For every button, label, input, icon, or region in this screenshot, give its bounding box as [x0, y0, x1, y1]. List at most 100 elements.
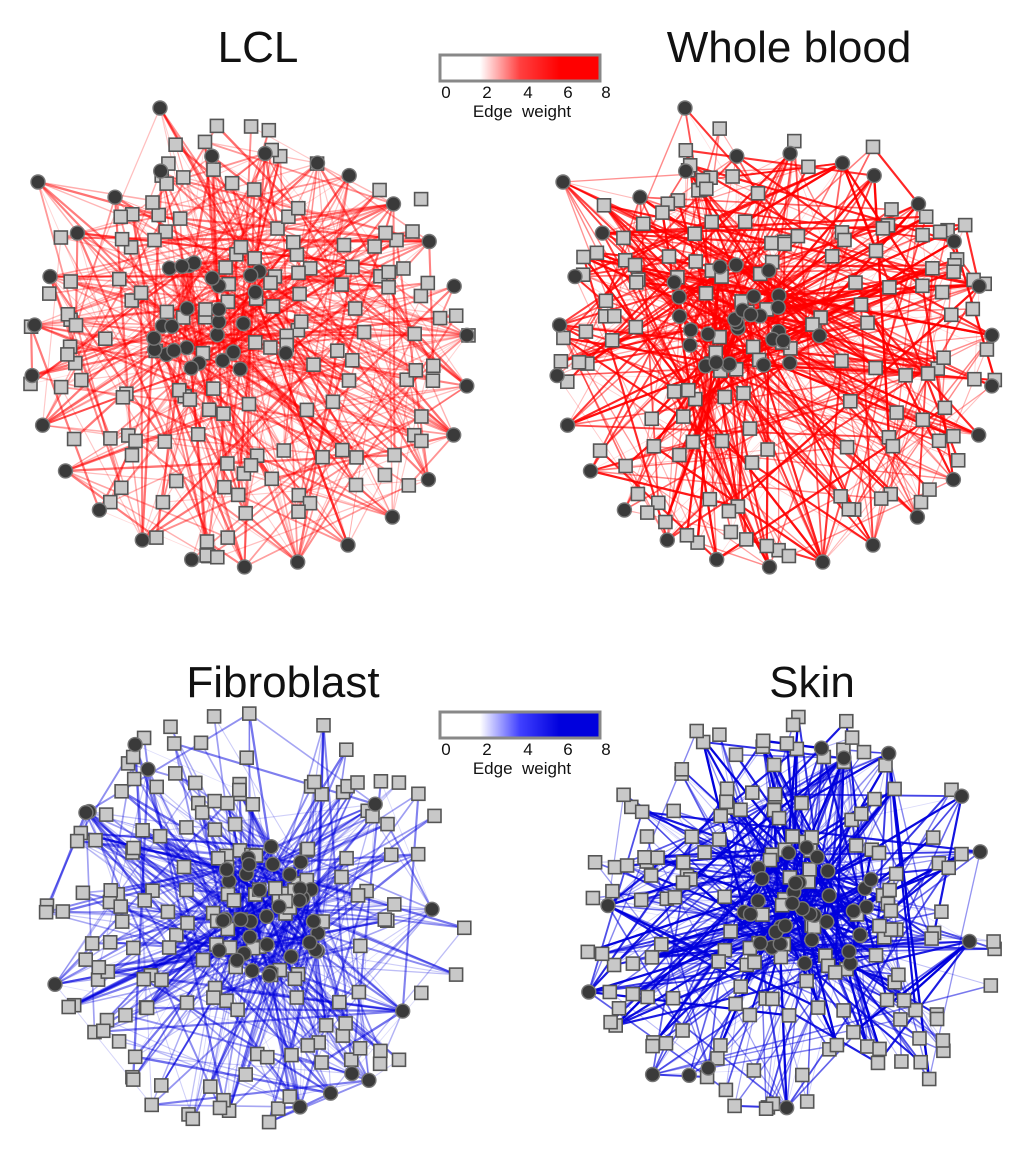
network-edge — [258, 271, 271, 348]
network-edge — [259, 815, 373, 891]
target-node — [616, 230, 631, 246]
target-node — [767, 786, 783, 802]
target-node — [790, 228, 806, 244]
network-edge — [753, 962, 806, 1071]
network-edge — [809, 873, 897, 915]
regulator-node — [865, 537, 881, 553]
network-edge — [228, 880, 457, 976]
target-node — [679, 527, 695, 543]
network-edge — [697, 541, 770, 568]
network-edge — [428, 241, 435, 366]
regulator-node — [582, 463, 599, 479]
regulator-node — [344, 1065, 360, 1082]
colorbar-blue-tick-6: 6 — [563, 740, 572, 759]
network-edge — [141, 480, 177, 541]
network-edge — [232, 352, 350, 382]
target-node — [243, 119, 259, 134]
network-edge — [859, 935, 868, 1047]
target-node — [627, 257, 643, 273]
network-edge — [594, 861, 777, 933]
target-node — [211, 850, 226, 866]
network-edge — [272, 823, 388, 865]
target-node — [719, 781, 735, 797]
target-node — [133, 285, 149, 301]
target-node — [744, 785, 760, 801]
regulator-node — [721, 356, 738, 372]
network-edge — [660, 944, 709, 1069]
network-edge — [793, 141, 824, 563]
regulator-node — [247, 284, 264, 300]
target-node — [88, 832, 103, 848]
target-node — [602, 984, 618, 1000]
network-edge — [250, 920, 400, 1061]
network-edge — [54, 809, 369, 986]
target-node — [619, 858, 635, 873]
target-node — [781, 1008, 797, 1023]
target-node — [315, 449, 330, 465]
regulator-node — [215, 912, 231, 929]
target-node — [448, 967, 464, 982]
target-node — [685, 434, 701, 450]
network-edge — [685, 170, 877, 369]
target-node — [865, 139, 881, 155]
target-node — [606, 957, 622, 973]
regulator-node — [179, 300, 195, 317]
regulator-node — [836, 750, 852, 766]
network-edge — [646, 860, 763, 880]
target-node — [738, 532, 754, 547]
target-node — [380, 816, 395, 832]
target-node — [628, 319, 644, 335]
target-node — [935, 1033, 951, 1048]
regulator-node — [804, 932, 820, 948]
target-node — [318, 1017, 334, 1033]
network-edge — [218, 244, 345, 287]
regulator-node — [677, 100, 693, 116]
target-node — [291, 265, 306, 281]
target-node — [220, 795, 235, 811]
regulator-node — [559, 417, 576, 433]
regulator-node — [777, 918, 793, 934]
target-node — [414, 409, 429, 424]
target-node — [712, 727, 727, 743]
regulator-node — [961, 933, 978, 950]
network-edge — [695, 398, 979, 436]
network-edge — [689, 344, 780, 551]
target-node — [603, 1014, 618, 1030]
regulator-node — [845, 903, 862, 919]
network-edge — [184, 334, 468, 397]
network-edge — [213, 716, 242, 920]
network-edge — [131, 214, 155, 339]
network-edge — [887, 224, 980, 287]
target-node — [179, 820, 194, 835]
target-node — [908, 1002, 923, 1018]
network-edge — [312, 363, 430, 481]
target-node — [367, 239, 382, 254]
network-edge — [320, 1010, 404, 1064]
regulator-node — [600, 897, 616, 914]
regulator-node — [236, 559, 253, 575]
target-node — [893, 1012, 908, 1027]
target-node — [154, 972, 169, 988]
network-edge — [251, 725, 325, 971]
network-edge — [737, 327, 769, 450]
network-edge — [68, 950, 318, 1008]
target-node — [414, 433, 429, 449]
network-edge — [266, 943, 382, 1052]
target-node — [606, 308, 622, 324]
network-edge — [131, 455, 144, 541]
network-edge — [54, 823, 388, 985]
target-node — [698, 181, 714, 197]
target-node — [381, 279, 396, 295]
target-node — [675, 409, 691, 424]
regulator-node — [775, 333, 791, 349]
target-node — [842, 393, 858, 409]
target-node — [913, 1054, 929, 1070]
target-node — [986, 934, 1001, 949]
target-node — [718, 794, 734, 810]
target-node — [161, 940, 177, 955]
regulator-node — [293, 854, 309, 870]
target-node — [425, 358, 441, 374]
target-node — [338, 742, 354, 758]
target-node — [853, 806, 869, 822]
regulator-node — [218, 861, 235, 878]
